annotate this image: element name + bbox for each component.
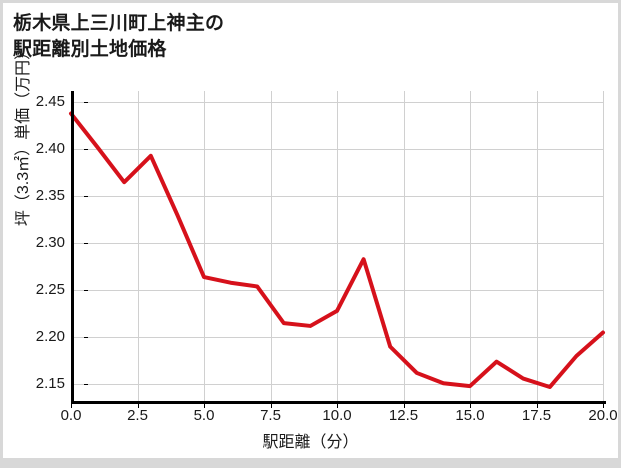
y-tick-mark	[84, 384, 88, 386]
y-tick-label: 2.25	[35, 281, 65, 299]
x-axis-line	[71, 401, 606, 404]
gridline-vertical	[603, 91, 604, 403]
x-tick-label: 2.5	[127, 407, 148, 424]
gridline-vertical	[536, 91, 538, 403]
page-title: 栃木県上三川町上神主の 駅距離別土地価格	[13, 13, 225, 60]
y-tick-mark	[84, 149, 88, 151]
gridline-vertical	[403, 91, 405, 403]
chart-figure: 栃木県上三川町上神主の 駅距離別土地価格 2.15 2.20 2.25 2.30 2.3…	[3, 3, 618, 458]
y-tick-mark	[84, 196, 88, 198]
y-tick-mark	[84, 290, 88, 292]
x-tick-mark	[536, 404, 538, 408]
x-tick-label: 0.0	[60, 407, 82, 424]
y-axis-ticks: 2.15 2.20 2.25 2.30 2.35 2.40 2.45	[19, 3, 88, 468]
line-series	[69, 111, 605, 390]
x-tick-label: 15.0	[455, 407, 485, 424]
x-tick-mark	[403, 404, 405, 408]
x-tick-label: 12.5	[388, 407, 419, 424]
x-axis-label: 駅距離（分）	[262, 434, 359, 451]
y-tick-label: 2.15	[35, 375, 65, 393]
y-tick-mark	[84, 337, 88, 339]
y-tick-label: 2.20	[35, 328, 65, 346]
gridline-vertical	[270, 91, 272, 403]
y-tick-mark	[84, 243, 88, 245]
y-tick-label: 2.45	[35, 93, 65, 111]
gridline-vertical	[137, 91, 139, 403]
x-tick-label: 17.5	[521, 407, 552, 424]
x-tick-mark	[71, 404, 72, 408]
x-tick-mark	[204, 404, 205, 408]
x-tick-mark	[270, 404, 272, 408]
y-tick-label: 2.40	[35, 140, 65, 158]
x-tick-mark	[470, 404, 471, 408]
x-tick-mark	[603, 404, 604, 408]
gridline-vertical	[470, 91, 471, 403]
y-axis-label: 坪（3.3㎡）単価（万円）	[15, 43, 32, 227]
y-tick-label: 2.35	[35, 187, 65, 205]
y-tick-label: 2.30	[35, 234, 65, 252]
x-tick-mark	[337, 404, 338, 408]
gridline-vertical	[337, 91, 338, 403]
gridline-vertical	[204, 91, 205, 403]
x-tick-label: 7.5	[260, 407, 281, 424]
y-tick-mark	[84, 102, 88, 104]
x-tick-mark	[137, 404, 139, 408]
x-tick-label: 20.0	[588, 407, 618, 424]
plot-area	[69, 91, 605, 403]
y-axis-line	[71, 91, 74, 404]
x-tick-label: 10.0	[322, 407, 352, 424]
x-tick-label: 5.0	[193, 407, 215, 424]
